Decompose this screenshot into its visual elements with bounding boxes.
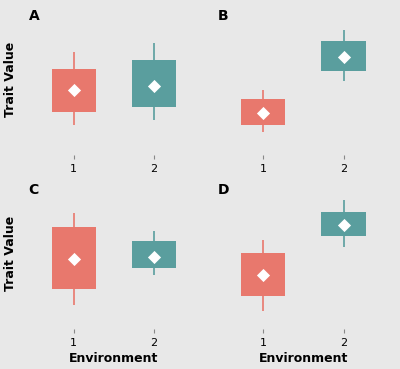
Point	[340, 55, 347, 61]
Text: B: B	[218, 9, 229, 23]
Text: D: D	[218, 183, 230, 197]
Bar	[132, 60, 176, 107]
Bar	[52, 69, 96, 112]
Point	[151, 83, 157, 89]
Point	[151, 254, 157, 260]
Point	[70, 256, 77, 262]
X-axis label: Environment: Environment	[258, 352, 348, 365]
Point	[260, 272, 266, 278]
X-axis label: Environment: Environment	[69, 352, 159, 365]
Bar	[321, 41, 366, 71]
Bar	[52, 227, 96, 289]
Point	[260, 110, 266, 116]
Y-axis label: Trait Value: Trait Value	[4, 216, 17, 291]
Text: C: C	[29, 183, 39, 197]
Y-axis label: Trait Value: Trait Value	[4, 42, 17, 117]
Bar	[241, 254, 285, 296]
Bar	[321, 213, 366, 236]
Point	[340, 223, 347, 228]
Bar	[132, 241, 176, 268]
Point	[70, 87, 77, 93]
Bar	[241, 99, 285, 125]
Text: A: A	[29, 9, 40, 23]
